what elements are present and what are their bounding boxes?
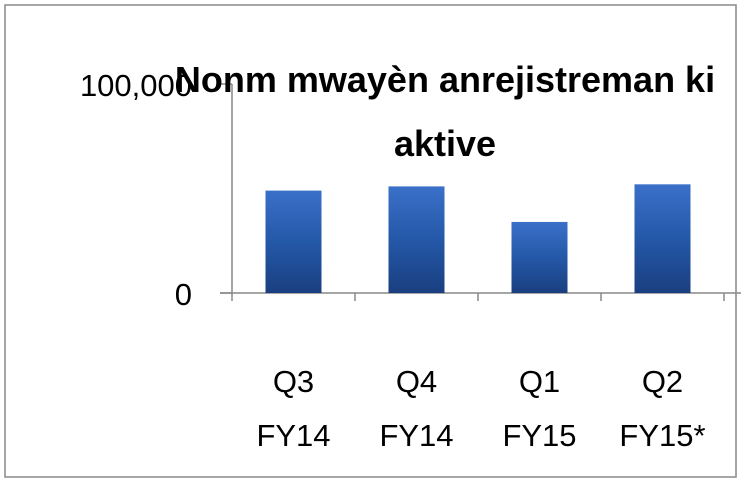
bar: [388, 186, 445, 293]
x-tick-label: Q1 FY15: [502, 364, 577, 453]
bar: [634, 184, 691, 293]
y-tick-label: 100,000: [80, 68, 192, 103]
x-tick-label: Q3 FY14: [256, 364, 331, 453]
chart-title: Nonm mwayèn anrejistreman ki aktive: [174, 59, 716, 164]
chart-border: [4, 4, 737, 478]
y-tick-label: 0: [175, 277, 192, 312]
bar: [265, 190, 322, 293]
x-tick-label: Q2 FY15*: [619, 364, 706, 453]
x-tick-label: Q4 FY14: [379, 364, 454, 453]
bar: [511, 221, 568, 293]
